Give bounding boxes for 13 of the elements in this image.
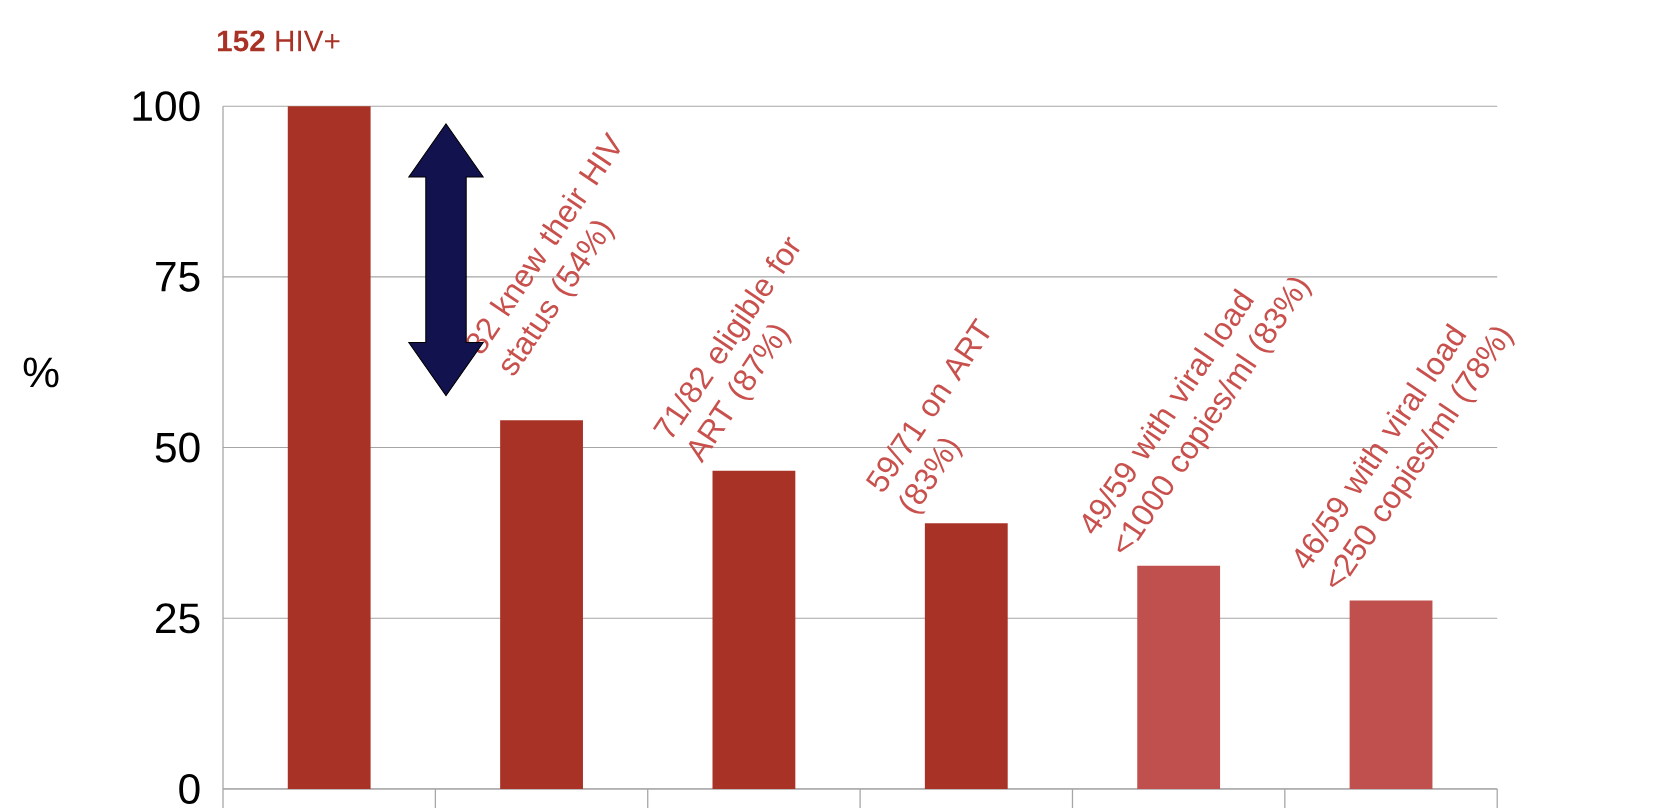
y-tick-label: 50 [155,432,200,463]
y-axis-title: % [23,357,59,388]
bar [712,470,796,789]
bar [1349,600,1433,789]
bar [287,106,371,789]
y-tick-label: 100 [133,91,200,122]
bar [1137,565,1221,789]
y-tick-label: 25 [156,603,200,634]
y-tick-label: 75 [156,261,200,292]
y-tick-label: 0 [179,773,200,804]
chart-title: 152 HIV+ [218,30,340,52]
bar [500,420,583,789]
bar [924,523,1008,789]
